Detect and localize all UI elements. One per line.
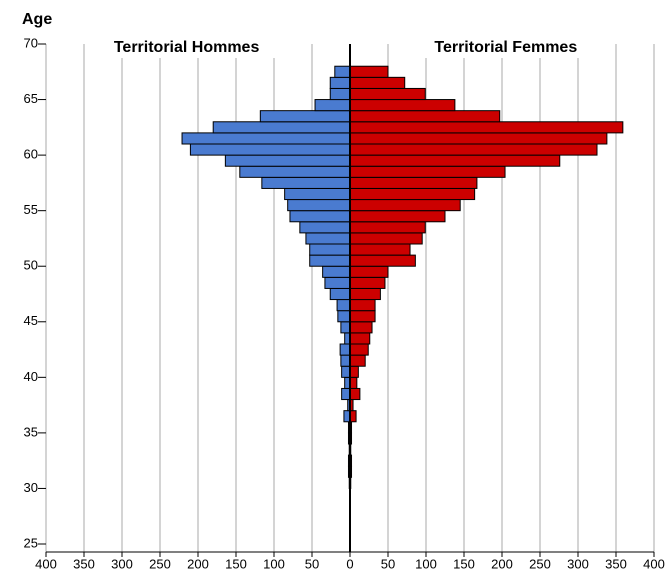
bar <box>322 265 351 278</box>
y-tick-label: 50 <box>24 258 38 273</box>
x-tick-label: 0 <box>346 556 353 571</box>
bar <box>224 154 351 167</box>
bar <box>349 343 369 356</box>
x-tick-label: 100 <box>415 556 437 571</box>
bar <box>349 76 406 89</box>
y-tick-label: 45 <box>24 313 38 328</box>
bar <box>212 121 351 134</box>
bar <box>340 354 351 367</box>
bar <box>329 287 351 301</box>
x-tick-label: 350 <box>605 556 627 571</box>
bar <box>349 332 371 345</box>
bar <box>305 232 351 245</box>
bar <box>349 287 381 301</box>
bar <box>189 143 351 156</box>
y-tick-label: 60 <box>24 147 38 162</box>
x-tick-label: 250 <box>149 556 171 571</box>
bar <box>259 110 351 123</box>
bar <box>337 310 351 323</box>
bar <box>314 99 351 112</box>
legend-label: Territorial Hommes <box>114 39 260 56</box>
bar <box>299 221 351 234</box>
y-tick-label: 35 <box>24 424 38 439</box>
bar <box>339 343 351 356</box>
bar <box>349 132 608 145</box>
y-tick-label: 25 <box>24 535 38 550</box>
legend-bg <box>410 36 601 58</box>
bar <box>349 121 624 134</box>
x-tick-label: 150 <box>453 556 475 571</box>
x-tick-label: 350 <box>73 556 95 571</box>
bar <box>349 310 376 323</box>
y-tick-label: 70 <box>24 35 38 50</box>
bar <box>349 165 506 178</box>
bar <box>349 154 561 167</box>
bar <box>329 87 351 101</box>
bar <box>349 199 461 212</box>
bar <box>341 387 351 401</box>
bar <box>309 254 351 267</box>
bar <box>349 276 386 289</box>
bar <box>349 210 446 223</box>
bar <box>349 176 478 189</box>
bar <box>329 76 351 89</box>
bar <box>349 299 376 312</box>
bar <box>340 321 351 334</box>
x-tick-label: 50 <box>381 556 395 571</box>
bar <box>349 187 476 201</box>
bar <box>349 365 359 378</box>
bar <box>349 99 456 112</box>
bar <box>349 354 366 367</box>
bar <box>349 143 598 156</box>
y-axis-label: Age <box>22 11 52 28</box>
bar <box>349 221 426 234</box>
bar <box>349 87 426 101</box>
bar <box>181 132 351 145</box>
bar <box>341 365 351 378</box>
bar <box>239 165 351 178</box>
bar <box>284 187 351 201</box>
bar <box>336 299 351 312</box>
bar <box>287 199 351 212</box>
bar <box>334 65 351 78</box>
x-tick-label: 400 <box>643 556 665 571</box>
bar <box>349 243 411 256</box>
bar <box>349 254 416 267</box>
x-tick-label: 200 <box>187 556 209 571</box>
bar <box>349 376 358 389</box>
y-tick-label: 65 <box>24 91 38 106</box>
x-tick-label: 50 <box>305 556 319 571</box>
x-tick-label: 200 <box>491 556 513 571</box>
legend-label: Territorial Femmes <box>434 39 577 56</box>
bar <box>349 387 361 401</box>
bar <box>349 65 389 78</box>
bar <box>261 176 351 189</box>
bar <box>349 265 389 278</box>
x-tick-label: 100 <box>263 556 285 571</box>
bar <box>349 110 501 123</box>
bar <box>349 321 373 334</box>
legend-bg <box>91 36 282 58</box>
x-tick-label: 300 <box>567 556 589 571</box>
x-tick-label: 300 <box>111 556 133 571</box>
bar <box>309 243 351 256</box>
bar <box>289 210 351 223</box>
x-tick-label: 400 <box>35 556 57 571</box>
y-tick-label: 40 <box>24 369 38 384</box>
x-tick-label: 250 <box>529 556 551 571</box>
y-tick-label: 30 <box>24 480 38 495</box>
bar <box>324 276 351 289</box>
x-tick-label: 150 <box>225 556 247 571</box>
bar <box>349 232 423 245</box>
y-tick-label: 55 <box>24 202 38 217</box>
